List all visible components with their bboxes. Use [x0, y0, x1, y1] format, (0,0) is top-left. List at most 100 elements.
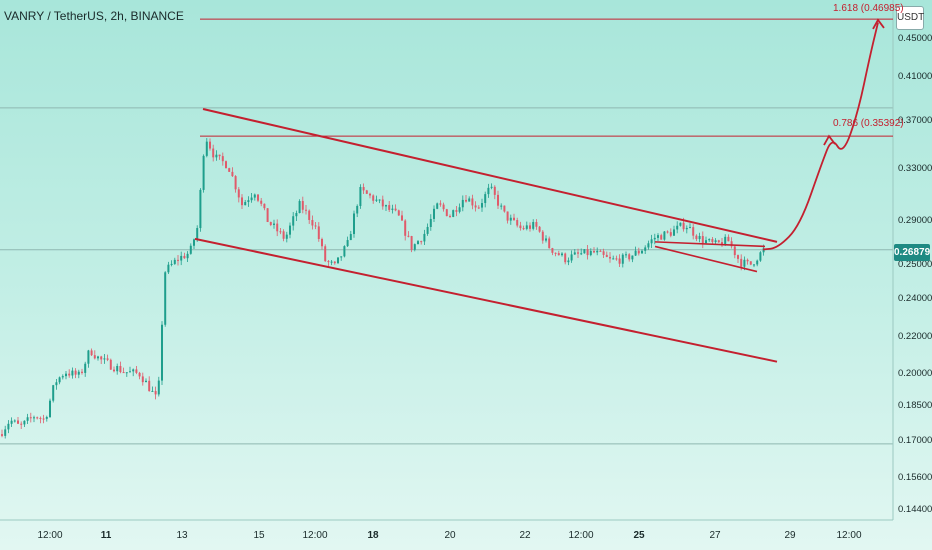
candle-body — [39, 417, 42, 419]
candle-body — [753, 264, 755, 266]
candle-body — [314, 225, 317, 227]
candle-body — [605, 254, 608, 257]
candle-body — [324, 246, 327, 262]
candle-body — [42, 418, 45, 420]
candle-body — [407, 235, 410, 237]
candle-body — [68, 373, 71, 376]
candle-body — [650, 239, 653, 244]
candle-body — [55, 382, 58, 386]
candle-body — [359, 187, 362, 206]
candle-body — [503, 205, 506, 212]
candle-body — [132, 369, 135, 372]
candle-body — [532, 222, 535, 229]
candle-body — [378, 199, 381, 201]
y-tick-label: 0.14400 — [898, 504, 932, 515]
candle-body — [333, 261, 336, 264]
candle-body — [586, 249, 589, 256]
candle-body — [490, 186, 493, 188]
candle-body — [644, 247, 647, 251]
candle-body — [628, 254, 631, 260]
candle-body — [653, 237, 656, 240]
candle-body — [471, 198, 474, 206]
candle-body — [756, 260, 759, 265]
candle-body — [385, 205, 387, 207]
candle-body — [356, 205, 359, 214]
candle-body — [474, 205, 477, 208]
candle-body — [247, 200, 250, 203]
y-tick-label: 0.33000 — [898, 163, 932, 174]
candle-body — [29, 417, 32, 419]
candle-body — [337, 257, 339, 264]
candle-body — [452, 210, 455, 217]
candle-body — [506, 211, 509, 221]
y-tick-label: 0.20000 — [898, 368, 932, 379]
channel-lower-line — [194, 237, 778, 363]
y-tick-label: 0.17000 — [898, 435, 932, 446]
candle-body — [397, 210, 400, 216]
candle-body — [58, 377, 61, 383]
candle-body — [522, 228, 525, 230]
candle-body — [500, 205, 503, 207]
candle-body — [417, 241, 419, 245]
candle-body — [196, 228, 199, 240]
candle-body — [609, 256, 611, 259]
candle-body — [637, 250, 640, 254]
candle-body — [682, 222, 685, 230]
candle-body — [423, 233, 426, 242]
candle-body — [692, 227, 695, 236]
candle-body — [4, 429, 7, 436]
x-tick-label: 25 — [633, 530, 645, 541]
candle-body — [234, 176, 237, 190]
candle-body — [372, 195, 375, 201]
candle-body — [93, 355, 96, 359]
candle-body — [548, 238, 551, 249]
candle-body — [282, 231, 285, 239]
candle-body — [439, 203, 442, 205]
candle-body — [97, 356, 99, 359]
candle-body — [381, 199, 384, 207]
candle-body — [685, 227, 688, 230]
y-tick-label: 0.15600 — [898, 472, 932, 483]
candle-body — [36, 417, 39, 419]
candle-body — [266, 208, 269, 223]
candle-body — [84, 363, 87, 373]
y-tick-label: 0.22000 — [898, 331, 932, 342]
candle-body — [13, 420, 16, 422]
y-tick-label: 0.25000 — [898, 259, 932, 270]
candle-body — [426, 226, 429, 234]
candle-body — [625, 254, 627, 256]
candle-body — [17, 420, 19, 424]
candle-body — [170, 263, 173, 265]
candle-body — [724, 236, 727, 246]
candle-body — [26, 417, 29, 421]
candle-body — [497, 194, 499, 206]
candle-body — [442, 204, 445, 210]
candle-body — [404, 220, 407, 236]
candle-body — [705, 240, 707, 244]
candle-body — [564, 253, 567, 263]
candle-body — [193, 239, 195, 246]
candle-body — [212, 148, 215, 158]
candle-body — [295, 213, 298, 217]
candle-body — [52, 385, 55, 401]
candle-body — [129, 371, 131, 373]
candle-body — [241, 197, 243, 206]
flag-lower-line — [654, 245, 758, 273]
projection-path — [762, 22, 879, 251]
candle-body — [714, 240, 717, 243]
candle-body — [721, 242, 723, 246]
candle-body — [487, 187, 490, 195]
candle-body — [673, 229, 675, 236]
candle-body — [436, 203, 439, 209]
candle-body — [458, 207, 461, 212]
candle-body — [321, 239, 323, 247]
candle-body — [327, 261, 330, 263]
candle-body — [199, 189, 202, 229]
currency-unit-button[interactable]: USDT — [896, 6, 924, 30]
candle-body — [87, 350, 90, 364]
candle-body — [1, 434, 3, 436]
candle-body — [484, 194, 487, 204]
candle-body — [391, 208, 394, 210]
